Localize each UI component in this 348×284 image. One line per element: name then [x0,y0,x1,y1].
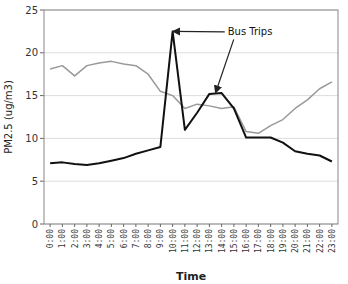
tick-label: 20 [25,47,38,58]
series-line [50,31,332,165]
tick-label: 12:00 [193,229,202,253]
tick-mark [40,10,44,11]
tick-mark [50,224,51,227]
tick-label: 0:00 [46,229,55,248]
tick-label: 25 [25,5,38,16]
x-axis-label: Time [176,270,206,283]
tick-label: 23:00 [328,229,337,253]
tick-mark [135,224,136,227]
tick-mark [233,224,234,227]
tick-mark [40,52,44,53]
tick-label: 10 [25,133,38,144]
tick-label: 21:00 [303,229,312,253]
grid-line [44,181,338,182]
tick-mark [99,224,100,227]
plot-frame [44,10,338,224]
tick-mark [295,224,296,227]
series-group [50,31,332,165]
tick-mark [74,224,75,227]
annotation: Bus Trips [173,26,273,93]
tick-label: 6:00 [120,229,129,248]
tick-mark [270,224,271,227]
tick-mark [123,224,124,227]
tick-mark [246,224,247,227]
chart: 0 5 10 15 20 25 0:001:00 2:003:004:005:00 6:007:… [0,0,348,284]
tick-label: 10:00 [169,229,178,253]
tick-mark [331,224,332,227]
tick-label: 15:00 [230,229,239,253]
tick-mark [307,224,308,227]
tick-mark [111,224,112,227]
tick-mark [62,224,63,227]
tick-label: 15 [25,90,38,101]
tick-mark [184,224,185,227]
tick-mark [86,224,87,227]
tick-mark [258,224,259,227]
grid-line [44,138,338,139]
tick-mark [40,224,44,225]
tick-label: 7:00 [132,229,141,248]
tick-mark [160,224,161,227]
tick-mark [40,95,44,96]
tick-label: 0 [32,219,38,230]
tick-label: 4:00 [95,229,104,248]
tick-mark [40,138,44,139]
tick-mark [197,224,198,227]
annotation-text: Bus Trips [228,26,273,37]
tick-label: 19:00 [279,229,288,253]
tick-label: 5:00 [107,229,116,248]
tick-label: 9:00 [156,229,165,248]
tick-mark [282,224,283,227]
grid-line [44,95,338,96]
tick-mark [209,224,210,227]
tick-mark [148,224,149,227]
tick-label: 22:00 [316,229,325,253]
tick-label: 16:00 [242,229,251,253]
tick-label: 17:00 [254,229,263,253]
annotation-arrow [216,39,234,93]
tick-mark [221,224,222,227]
tick-label: 11:00 [181,229,190,253]
tick-mark [40,181,44,182]
tick-label: 8:00 [144,229,153,248]
tick-label: 3:00 [83,229,92,248]
tick-label: 18:00 [267,229,276,253]
grid-line [44,52,338,53]
tick-label: 13:00 [205,229,214,253]
y-axis-label: PM2.5 (ug/m3) [3,80,14,154]
tick-label: 5 [32,176,38,187]
annotation-arrow [173,31,225,33]
tick-label: 2:00 [71,229,80,248]
x-axis: 0:001:00 2:003:004:005:00 6:007:008:009:00… [46,224,337,253]
tick-label: 20:00 [291,229,300,253]
tick-label: 1:00 [58,229,67,248]
tick-label: 14:00 [218,229,227,253]
tick-mark [319,224,320,227]
tick-mark [172,224,173,227]
y-axis: 0 5 10 15 20 25 [25,5,338,230]
